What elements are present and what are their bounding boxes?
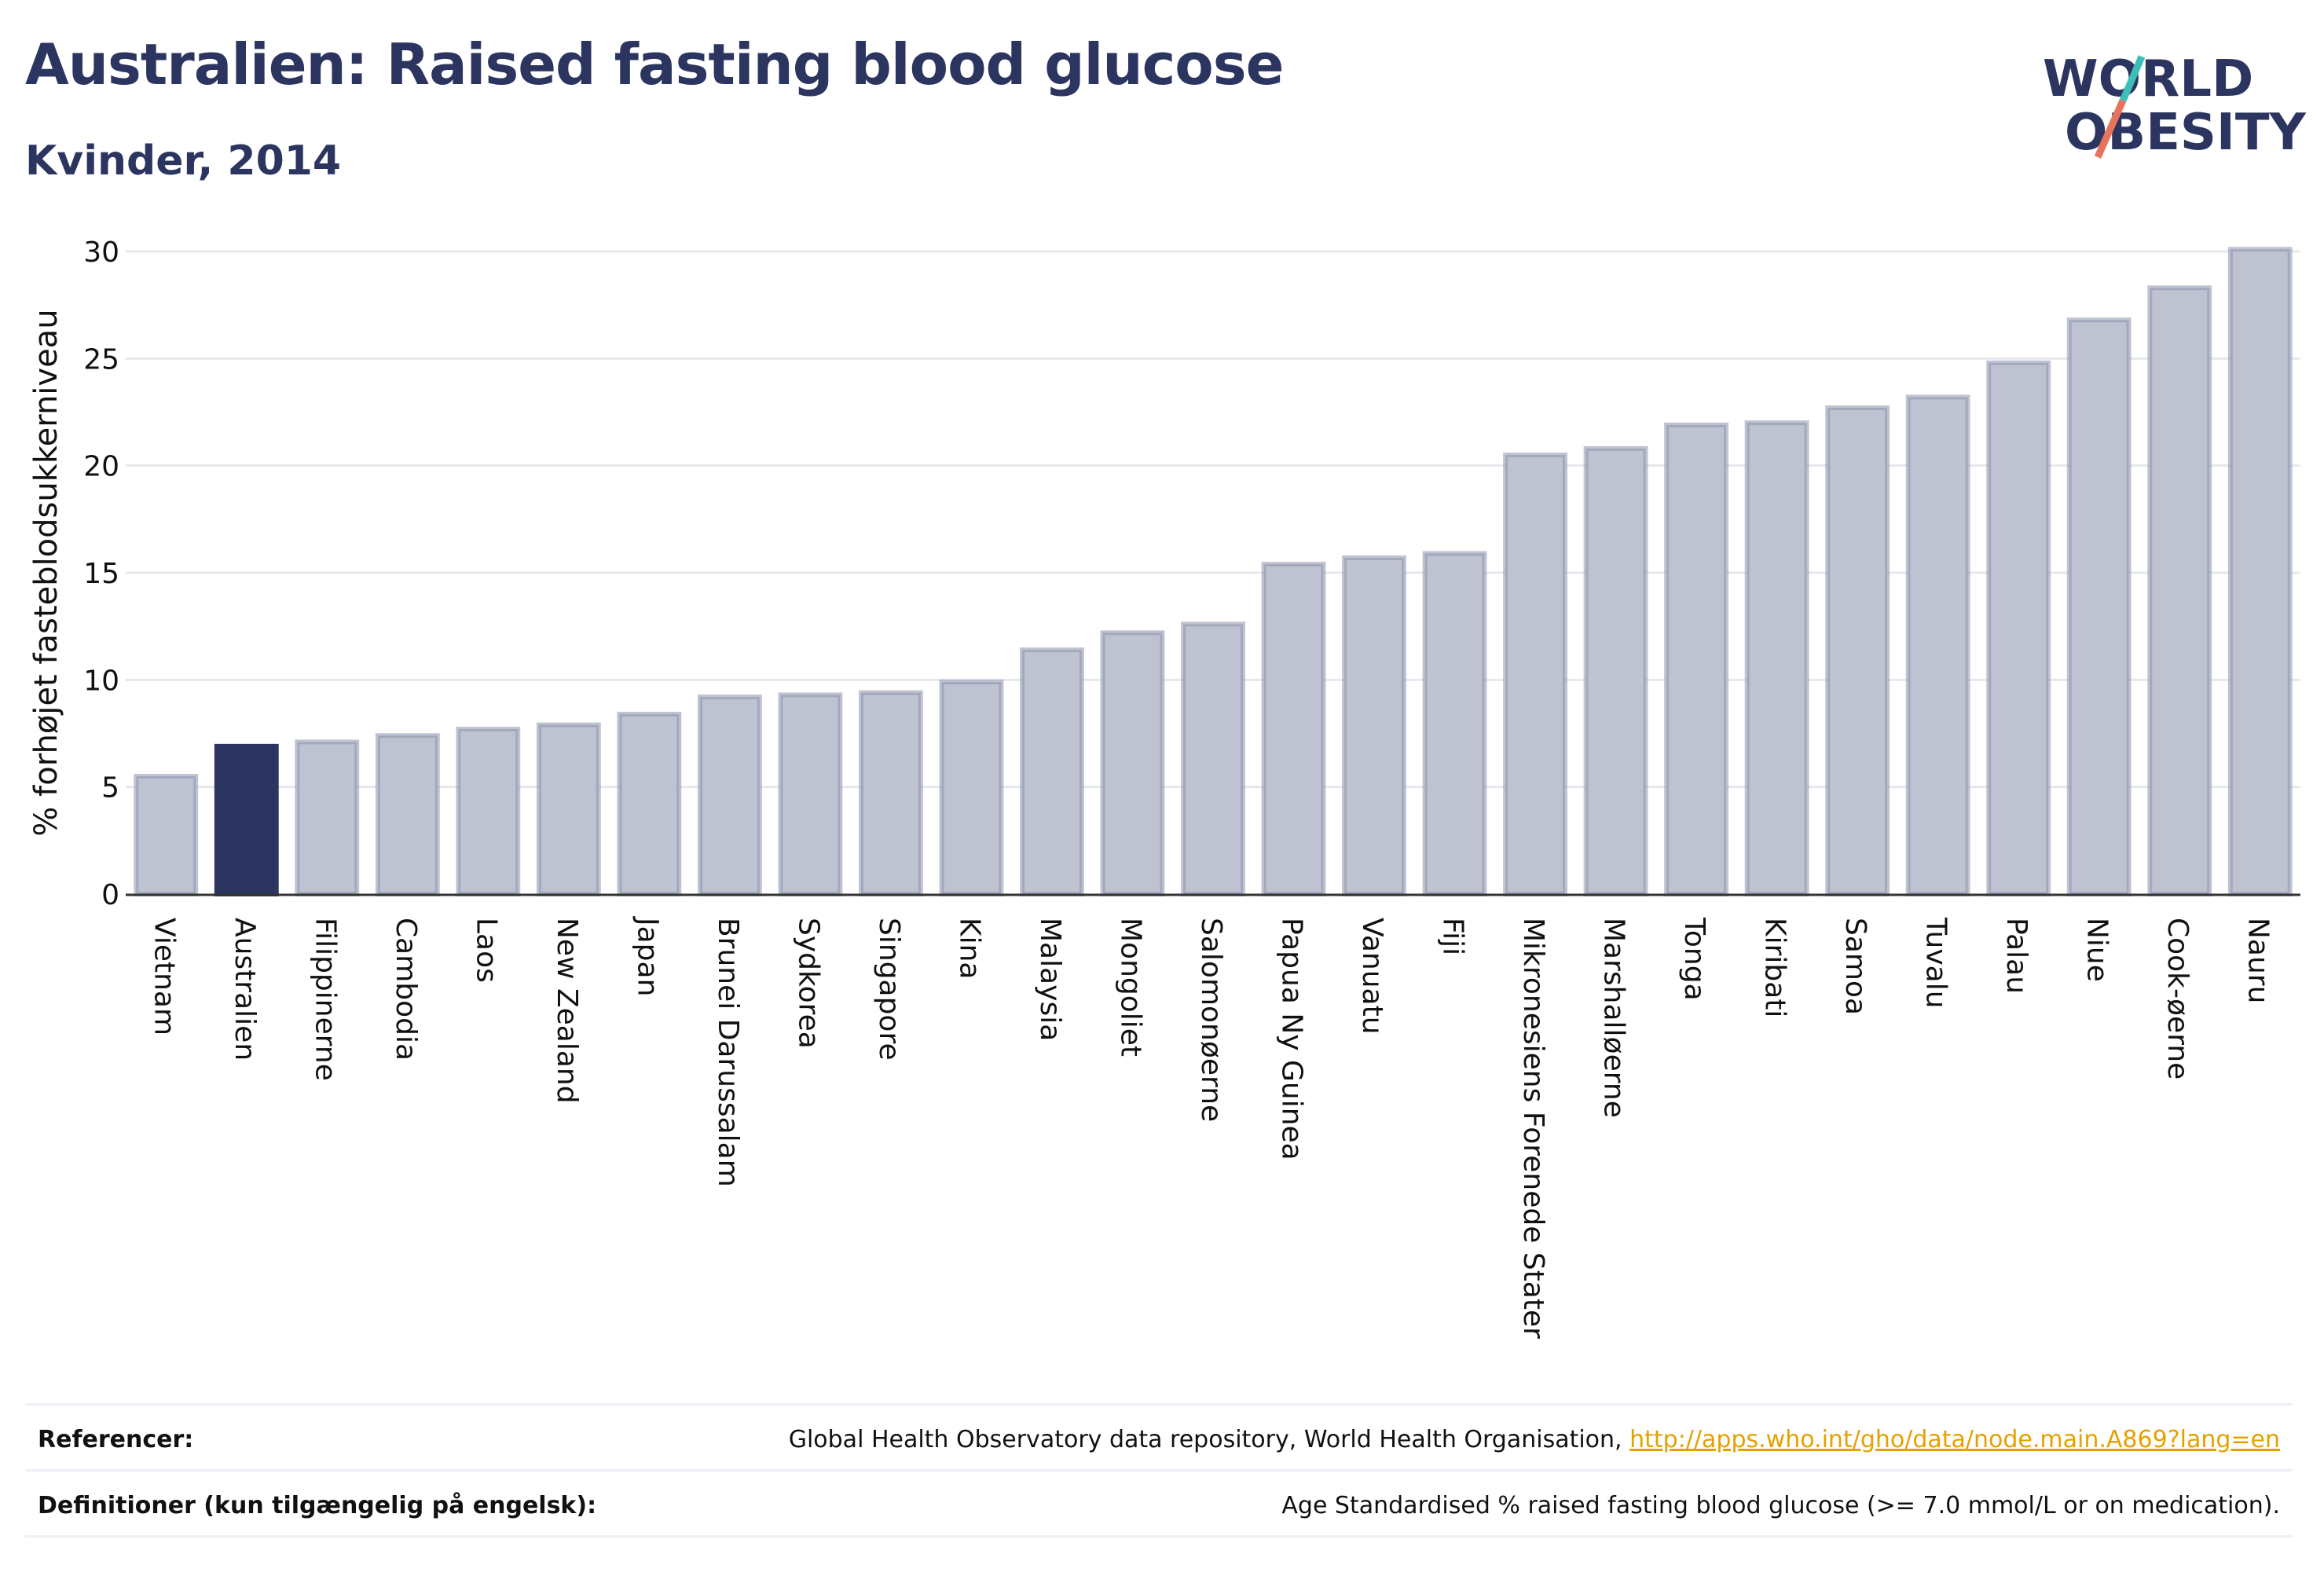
x-tick-label: Vietnam: [148, 918, 180, 1035]
bar-samoa: [1825, 405, 1890, 896]
y-tick-label: 15: [83, 558, 119, 590]
bar-singapore: [858, 690, 923, 897]
bar-papua-ny-guinea: [1261, 562, 1326, 896]
references-link[interactable]: http://apps.who.int/gho/data/node.main.A…: [1629, 1425, 2280, 1453]
bar-filippinerne: [295, 739, 360, 897]
x-tick-label: Marshalløerne: [1598, 918, 1630, 1118]
x-tick-label: Mikronesiens Forenede Stater: [1517, 918, 1549, 1339]
bar-cambodia: [375, 733, 440, 897]
definitions-label: Definitioner (kun tilgængelig på engelsk…: [38, 1491, 597, 1519]
references-source: Global Health Observatory data repositor…: [789, 1426, 2293, 1453]
bar-salomonøerne: [1181, 621, 1245, 896]
y-axis-label: % forhøjet fasteblodsukkerniveau: [28, 309, 64, 836]
bar-kiribati: [1744, 420, 1809, 896]
bar-fiji: [1422, 551, 1487, 897]
x-tick-label: Laos: [470, 918, 502, 983]
x-tick-label: Niue: [2081, 918, 2113, 982]
x-tick-label: Vanuatu: [1356, 918, 1388, 1035]
y-tick-label: 25: [83, 343, 119, 376]
references-row: Referencer: Global Health Observatory da…: [25, 1408, 2293, 1471]
x-tick-label: Cambodia: [390, 918, 422, 1061]
logo-line1: WORLD: [2043, 50, 2253, 108]
x-tick-label: Papua Ny Guinea: [1276, 918, 1308, 1160]
x-tick-label: Sydkorea: [792, 918, 824, 1049]
x-tick-label: Cook-øerne: [2161, 918, 2194, 1079]
x-tick-label: Malaysia: [1034, 918, 1066, 1041]
x-tick-label: Singapore: [873, 918, 905, 1061]
bar-vietnam: [134, 774, 199, 896]
bar-new-zealand: [536, 722, 601, 896]
x-tick-label: Salomonøerne: [1195, 918, 1227, 1122]
logo-slash-lower: [2094, 99, 2127, 159]
bar-kina: [939, 680, 1004, 896]
bar-chart: 0 5 10 15 20 25 30 Vietnam Australien Filippiner…: [28, 236, 2300, 1339]
bar-mikronesiens-forenede-stater: [1503, 453, 1568, 896]
bar-japan: [617, 711, 682, 897]
bar-niue: [2066, 317, 2132, 896]
x-tick-label: Tonga: [1678, 917, 1710, 1001]
x-tick-label: Nauru: [2242, 918, 2275, 1003]
x-tick-label: Samoa: [1839, 918, 1871, 1015]
logo-slash-upper: [2119, 55, 2146, 102]
x-tick-label: Fiji: [1437, 918, 1469, 955]
y-tick-label: 10: [83, 665, 119, 697]
x-tick-label: Kiribati: [1759, 918, 1791, 1017]
bar-australien: [214, 743, 279, 896]
references-label: Referencer:: [38, 1425, 194, 1453]
x-tick-label: Australien: [229, 918, 261, 1061]
x-tick-label: Palau: [2000, 918, 2033, 994]
bar-tuvalu: [1905, 394, 1970, 896]
x-tick-label: Mongoliet: [1114, 918, 1146, 1057]
x-tick-label: Brunei Darussalam: [712, 918, 744, 1187]
chart-subtitle: Kvinder, 2014: [25, 137, 342, 185]
x-tick-label: Japan: [631, 916, 663, 996]
bar-cook-øerne: [2147, 285, 2212, 896]
y-tick-label: 0: [101, 879, 119, 911]
footer-divider-bottom: [25, 1535, 2293, 1538]
x-axis-labels: Vietnam Australien Filippinerne Cambodia Lao…: [148, 916, 2274, 1339]
bar-malaysia: [1020, 647, 1084, 896]
bar-sydkorea: [778, 692, 843, 896]
bar-tonga: [1664, 422, 1729, 896]
x-tick-label: New Zealand: [551, 918, 583, 1104]
footer-divider-middle: [25, 1469, 2293, 1472]
y-axis-ticks: 0 5 10 15 20 25 30: [83, 236, 119, 911]
x-tick-label: Kina: [953, 918, 985, 980]
y-tick-label: 30: [83, 236, 119, 269]
bar-laos: [456, 727, 521, 897]
y-tick-label: 20: [83, 451, 119, 483]
bar-vanuatu: [1342, 555, 1406, 896]
x-tick-label: Tuvalu: [1920, 917, 1952, 1009]
world-obesity-logo: WORLD OBESITY: [2043, 50, 2306, 162]
bar-palau: [1986, 360, 2051, 896]
y-tick-label: 5: [101, 772, 119, 804]
definitions-text: Age Standardised % raised fasting blood …: [1281, 1491, 2280, 1519]
bar-mongoliet: [1100, 630, 1165, 896]
definitions-row: Definitioner (kun tilgængelig på engelsk…: [25, 1474, 2293, 1537]
bar-brunei-darussalam: [697, 695, 762, 896]
x-tick-label: Filippinerne: [309, 918, 341, 1081]
bar-nauru: [2227, 247, 2293, 897]
references-text: Global Health Observatory data repositor…: [788, 1425, 1622, 1453]
footer-divider-top: [25, 1403, 2293, 1406]
chart-title: Australien: Raised fasting blood glucose: [25, 31, 1284, 97]
bar-marshalløerne: [1583, 445, 1648, 896]
